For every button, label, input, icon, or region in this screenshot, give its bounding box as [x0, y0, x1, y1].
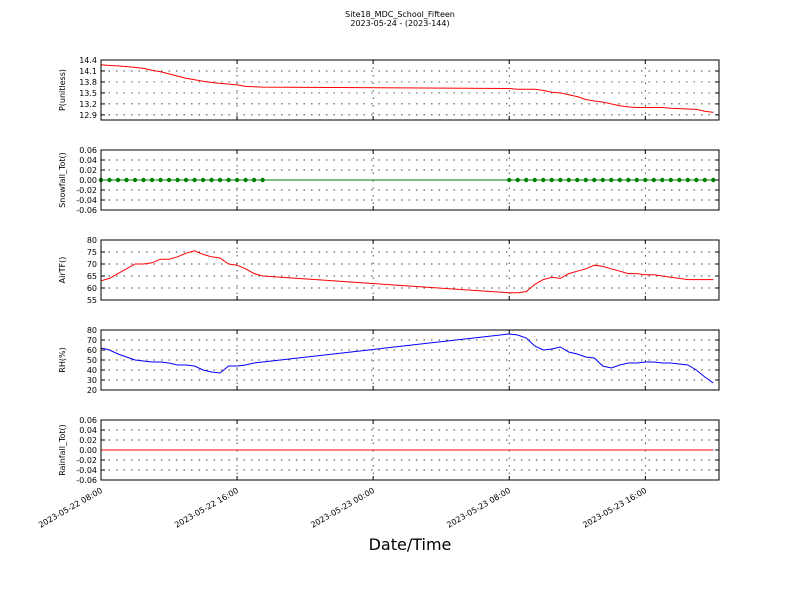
data-point [541, 177, 546, 183]
y-tick-label: -0.06 [76, 206, 97, 215]
y-tick-label: 20 [87, 386, 97, 395]
y-tick-label: 13.8 [79, 78, 97, 87]
y-tick-label: 0.02 [79, 436, 97, 445]
data-point [549, 177, 554, 183]
data-point [685, 177, 691, 183]
y-tick-label: 14.4 [79, 56, 97, 65]
data-point [634, 177, 639, 183]
y-tick-label: 13.5 [79, 89, 97, 98]
data-point [158, 177, 163, 183]
y-tick-label: 0.06 [79, 416, 97, 425]
data-point [115, 177, 121, 183]
data-point [651, 177, 656, 183]
plot-frame [100, 149, 720, 211]
data-point [192, 177, 197, 183]
y-axis-label: RH(%) [58, 347, 67, 372]
data-point [166, 177, 172, 183]
y-tick-label: 80 [87, 326, 97, 335]
y-tick-label: 0.04 [79, 426, 97, 435]
y-axis-label: AirTF() [58, 257, 67, 284]
data-point [149, 177, 155, 183]
plot-frame [100, 419, 720, 481]
data-point [583, 177, 588, 183]
data-line [100, 333, 714, 384]
data-point [711, 177, 716, 183]
plot-frame [100, 59, 720, 121]
y-tick-label: 40 [87, 366, 97, 375]
data-point [141, 177, 146, 183]
y-tick-label: -0.06 [76, 476, 97, 485]
data-point [643, 177, 648, 183]
y-tick-label: 0.00 [79, 446, 97, 455]
y-tick-label: 0.04 [79, 156, 97, 165]
y-tick-label: -0.02 [76, 186, 97, 195]
y-tick-label: 14.1 [79, 67, 97, 76]
data-point [524, 177, 529, 183]
y-tick-label: 12.9 [79, 111, 97, 120]
y-tick-label: -0.04 [76, 196, 97, 205]
data-point [251, 177, 257, 183]
y-tick-label: 65 [87, 272, 97, 281]
data-line [100, 64, 714, 113]
y-tick-label: 70 [87, 336, 97, 345]
y-tick-label: -0.02 [76, 456, 97, 465]
chart-title: Site18_MDC_School_Fifteen [345, 10, 455, 19]
data-point [592, 177, 597, 183]
data-point [575, 177, 580, 183]
y-tick-label: 55 [87, 296, 97, 305]
data-point [566, 177, 571, 183]
y-axis-label: Snowfall_Tot() [58, 152, 67, 208]
y-tick-label: 0.00 [79, 176, 97, 185]
y-tick-label: 70 [87, 260, 97, 269]
data-point [234, 177, 240, 183]
data-point [175, 177, 180, 183]
data-point [183, 177, 189, 183]
data-point [132, 177, 138, 183]
data-point [660, 177, 665, 183]
y-tick-label: 13.2 [79, 100, 97, 109]
data-point [532, 177, 537, 183]
y-axis-label: Rainfall_Tot() [58, 424, 67, 476]
y-tick-label: 75 [87, 248, 97, 257]
y-tick-label: 80 [87, 236, 97, 245]
x-axis-label: Date/Time [369, 535, 452, 554]
data-point [617, 177, 622, 183]
x-tick-label: 2023-05-23 08:00 [445, 486, 512, 530]
data-point [600, 177, 605, 183]
data-point [226, 177, 231, 183]
chart-subtitle: 2023-05-24 - (2023-144) [350, 19, 449, 28]
y-tick-label: 0.06 [79, 146, 97, 155]
data-point [668, 177, 674, 183]
data-point [209, 177, 214, 183]
data-point [609, 177, 614, 183]
data-point [702, 177, 708, 183]
data-point [694, 177, 699, 183]
data-point [515, 177, 520, 183]
plot-frame [100, 329, 720, 391]
data-point [558, 177, 563, 183]
data-point [507, 177, 512, 183]
x-tick-label: 2023-05-23 16:00 [581, 486, 648, 530]
y-axis-label: P(unitless) [58, 69, 67, 111]
y-tick-label: 30 [87, 376, 97, 385]
data-point [626, 177, 631, 183]
data-point [243, 177, 248, 183]
data-point [200, 177, 206, 183]
data-point [107, 177, 112, 183]
y-tick-label: 60 [87, 284, 97, 293]
y-tick-label: 60 [87, 346, 97, 355]
x-tick-label: 2023-05-22 08:00 [37, 486, 104, 530]
data-line [100, 250, 714, 294]
data-point [677, 177, 682, 183]
y-tick-label: -0.04 [76, 466, 97, 475]
data-point [217, 177, 223, 183]
data-point [124, 177, 129, 183]
y-tick-label: 0.02 [79, 166, 97, 175]
x-tick-label: 2023-05-23 00:00 [309, 486, 376, 530]
data-point [260, 177, 265, 183]
plot-frame [100, 239, 720, 301]
x-tick-label: 2023-05-22 16:00 [173, 486, 240, 530]
y-tick-label: 50 [87, 356, 97, 365]
